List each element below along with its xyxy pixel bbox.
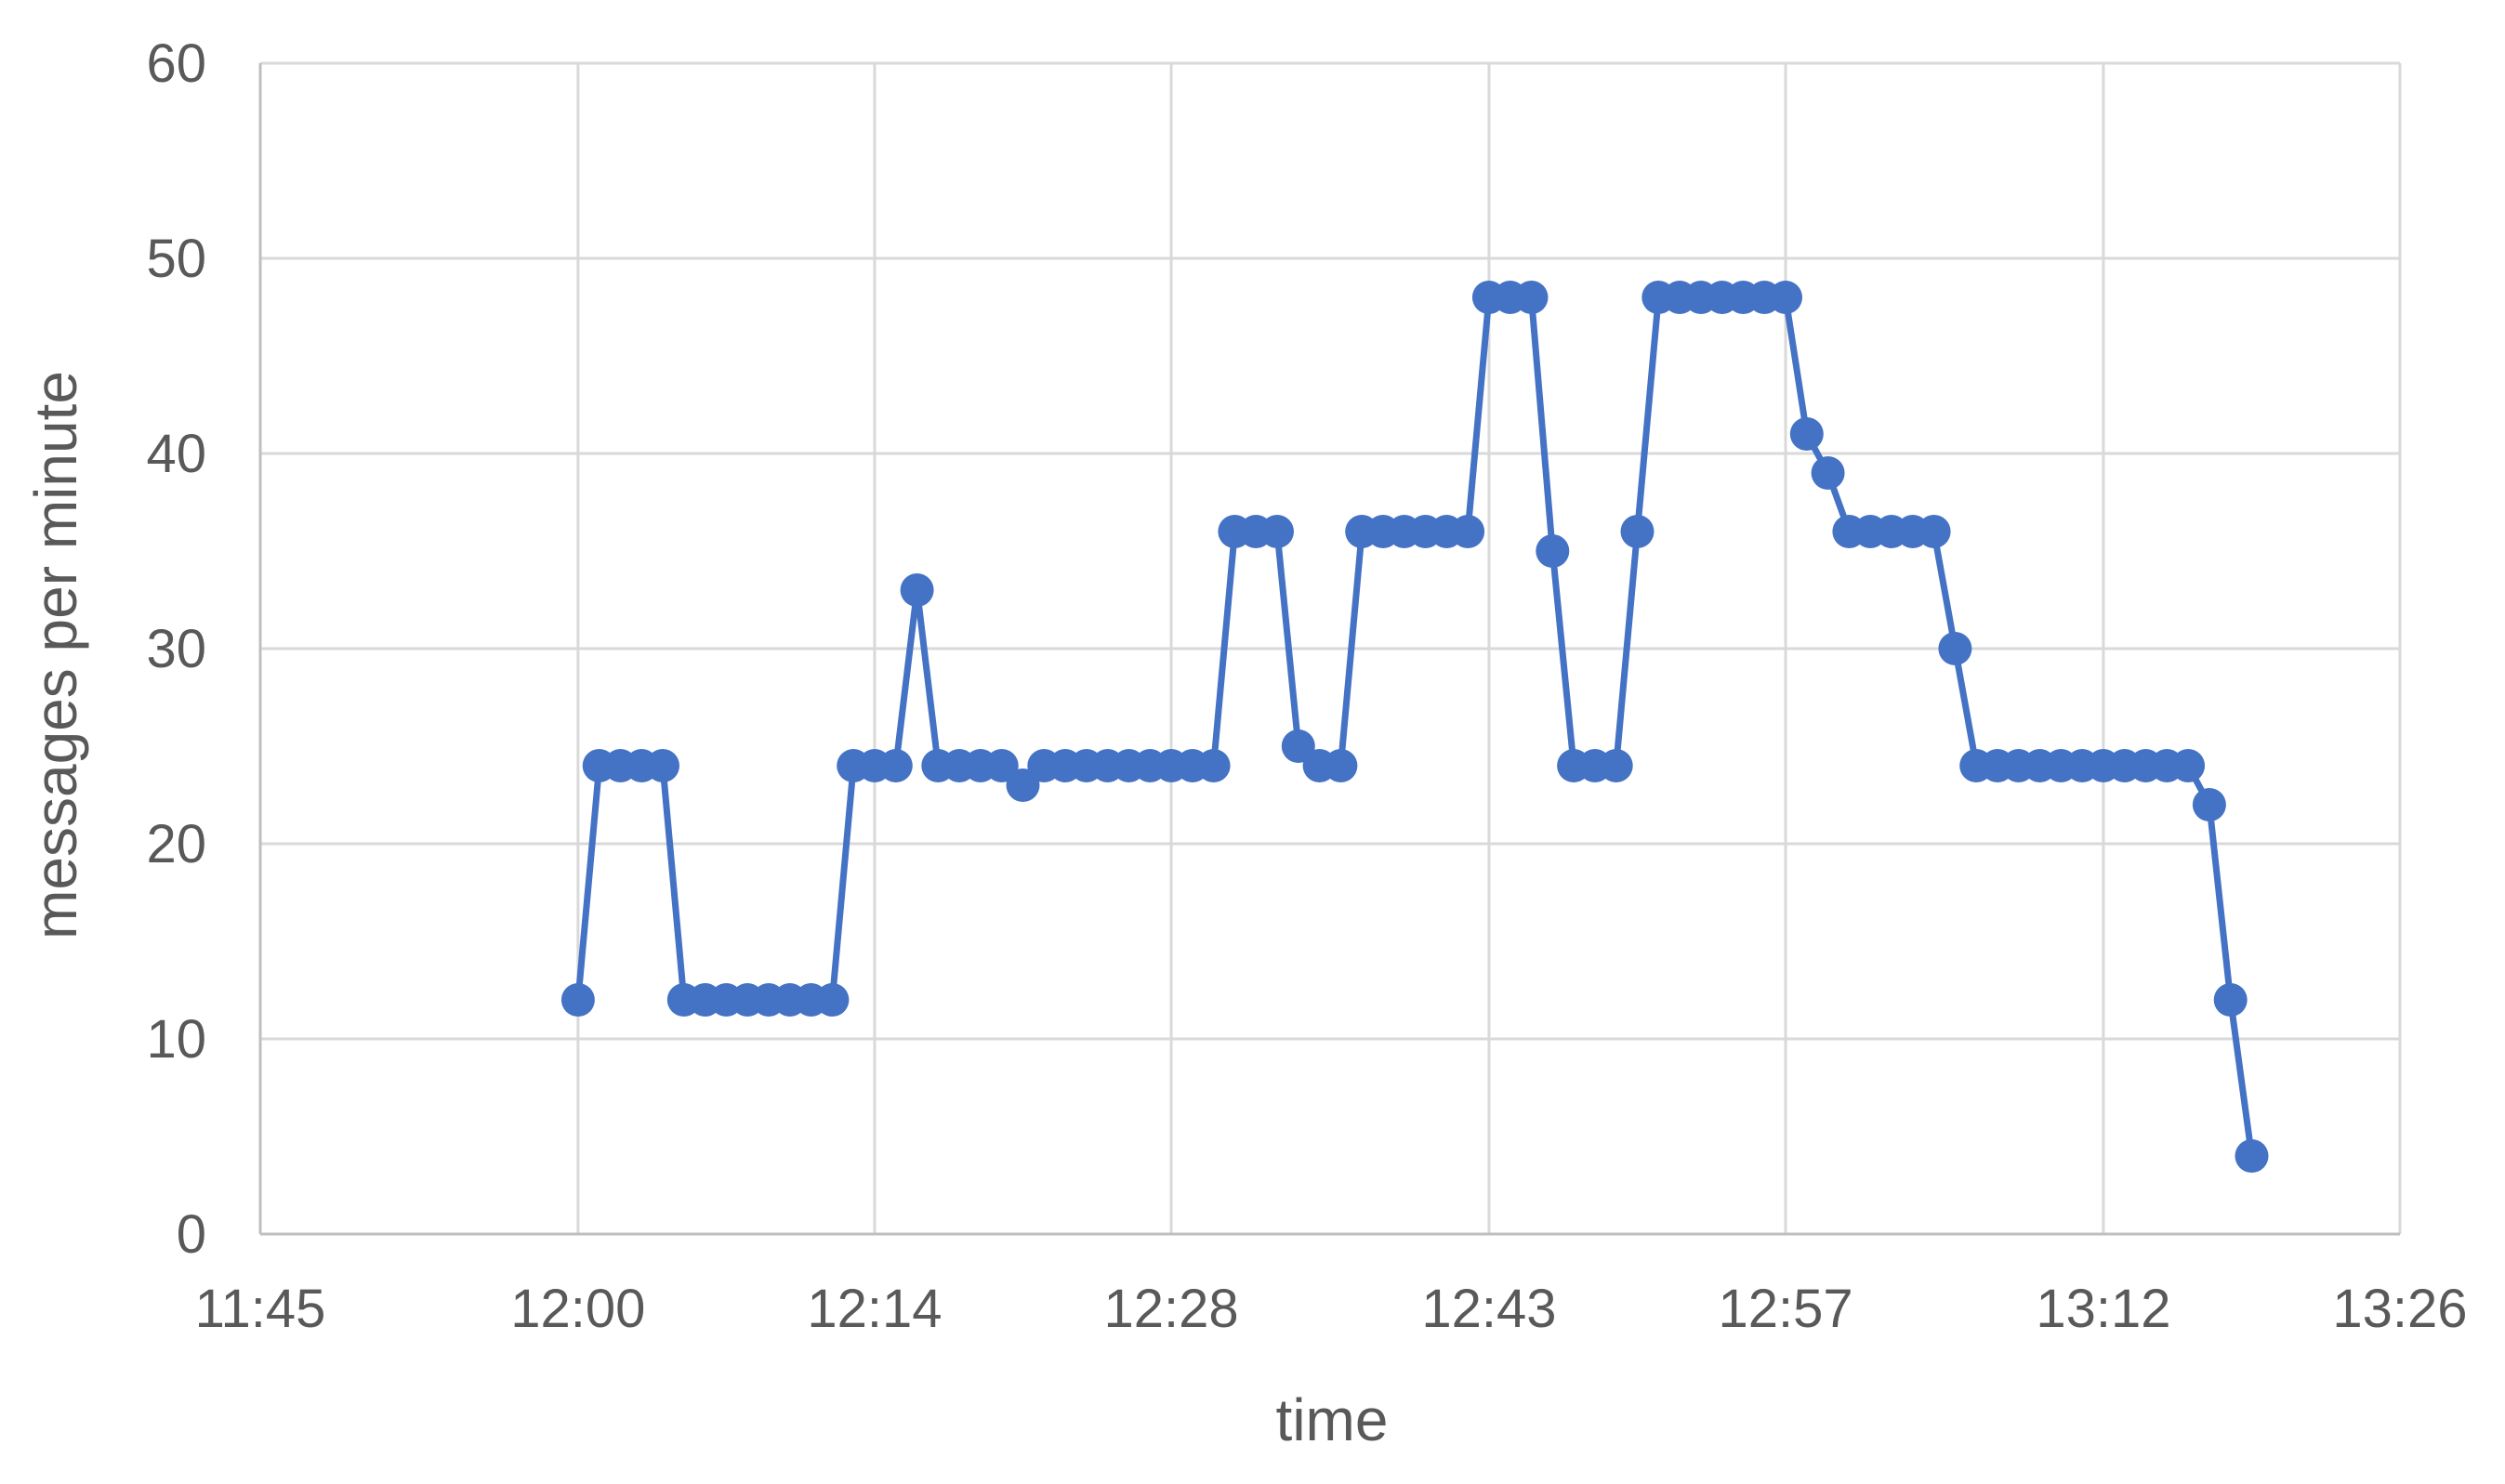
y-axis-title: messages per minute (22, 371, 89, 939)
data-point (1536, 534, 1570, 568)
x-tick-label: 12:28 (1103, 1279, 1238, 1339)
y-tick-label: 0 (177, 1204, 206, 1265)
x-tick-label: 13:26 (2332, 1279, 2467, 1339)
y-tick-label: 50 (146, 229, 206, 289)
series-messages (560, 281, 2269, 1173)
data-point (1514, 281, 1549, 314)
y-tick-label: 30 (146, 619, 206, 679)
data-point (1811, 456, 1845, 490)
y-tick-label: 20 (146, 814, 206, 874)
x-tick-labels: 11:45 12:00 12:14 12:28 12:43 12:57 13:12 13:26 (195, 1279, 2468, 1339)
data-point (1281, 729, 1315, 763)
data-point (1451, 515, 1485, 548)
data-point (560, 983, 595, 1017)
y-tick-label: 40 (146, 424, 206, 484)
data-point (1769, 281, 1802, 314)
data-point (646, 749, 679, 782)
data-point (984, 749, 1019, 782)
data-point (1599, 749, 1633, 782)
data-point (1006, 768, 1040, 802)
x-tick-label: 13:12 (2036, 1279, 2170, 1339)
data-point (2235, 1139, 2269, 1173)
data-point (2192, 788, 2226, 821)
x-tick-label: 12:14 (807, 1279, 942, 1339)
x-axis-title: time (1276, 1386, 1389, 1453)
data-point (1917, 515, 1951, 548)
data-point (2171, 749, 2206, 782)
data-point (878, 749, 913, 782)
data-point (1789, 417, 1824, 451)
data-point (815, 983, 850, 1017)
data-point (1324, 749, 1358, 782)
y-tick-labels: 0 10 20 30 40 50 60 (146, 33, 206, 1265)
data-point (1196, 749, 1231, 782)
y-tick-label: 10 (146, 1009, 206, 1070)
axes (258, 63, 2400, 1236)
series-line (574, 294, 2255, 1157)
data-point (1260, 515, 1294, 548)
data-point (1620, 515, 1655, 548)
data-point (1938, 632, 1972, 665)
data-point (2213, 983, 2248, 1017)
data-point (900, 573, 934, 607)
x-tick-label: 11:45 (195, 1279, 326, 1339)
gridlines (260, 61, 2402, 1234)
x-tick-label: 12:43 (1421, 1279, 1556, 1339)
x-tick-label: 12:00 (510, 1279, 645, 1339)
y-tick-label: 60 (146, 33, 206, 94)
x-tick-label: 12:57 (1718, 1279, 1852, 1339)
